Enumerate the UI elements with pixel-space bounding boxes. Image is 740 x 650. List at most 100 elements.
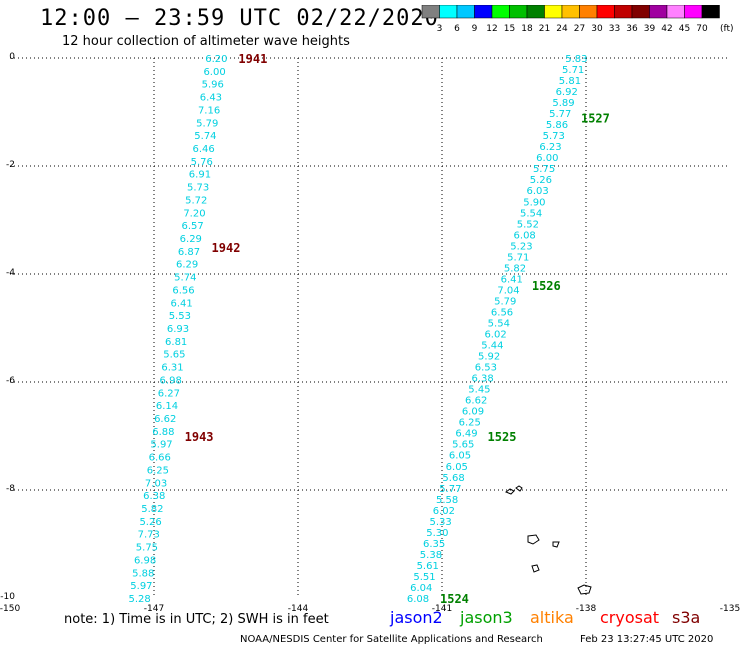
swh-label: 6.14 (156, 401, 178, 412)
swh-label: 5.96 (202, 80, 224, 91)
swh-label: 5.51 (413, 572, 435, 583)
swh-label: 5.26 (139, 517, 161, 528)
color-scale-legend: 3 6 9 12 15 18 21 24 27 30 33 36 39 42 45 70 (ft) (421, 5, 734, 34)
page-title: 12:00 – 23:59 UTC 02/22/2020 (40, 6, 439, 31)
scale-tick-label: 27 (574, 24, 585, 34)
note-text: note: 1) Time is in UTC; 2) SWH is in fe… (64, 612, 329, 627)
swh-label: 6.57 (181, 221, 203, 232)
scale-unit-label: (ft) (720, 24, 734, 34)
swh-label: 5.89 (552, 98, 574, 109)
island-outline (531, 564, 540, 573)
swh-label: 6.41 (501, 274, 523, 285)
swh-label: 5.82 (504, 263, 526, 274)
swh-label: 6.08 (514, 230, 536, 241)
time-label: 1527 (581, 111, 610, 125)
swh-label: 5.38 (420, 550, 442, 561)
x-tick-label: -147 (144, 604, 164, 614)
swh-label: 5.45 (468, 385, 490, 396)
swh-label: 5.90 (523, 197, 545, 208)
swh-label: 6.20 (205, 54, 227, 65)
time-label: 1943 (185, 430, 214, 444)
scale-tick-label: 6 (454, 24, 460, 34)
swh-label: 5.61 (417, 561, 439, 572)
island-outline (515, 485, 523, 492)
swh-label: 6.66 (149, 453, 171, 464)
swh-label: 6.88 (152, 427, 174, 438)
time-label: 1941 (238, 52, 267, 66)
swh-label: 5.33 (429, 517, 451, 528)
swh-label: 7.04 (497, 285, 519, 296)
swh-label: 5.52 (517, 219, 539, 230)
swh-label: 5.76 (191, 157, 213, 168)
swh-label: 5.44 (481, 341, 503, 352)
credit-text: NOAA/NESDIS Center for Satellite Applica… (240, 634, 543, 645)
swh-label: 6.92 (556, 87, 578, 98)
swh-label: 6.09 (462, 407, 484, 418)
swh-label: 5.81 (559, 76, 581, 87)
swh-label: 6.05 (446, 462, 468, 473)
swh-label: 7.20 (183, 208, 205, 219)
scale-tick-label: 9 (472, 24, 478, 34)
y-tick-label: -2 (6, 160, 15, 170)
swh-label: 5.65 (452, 440, 474, 451)
swh-label: 5.65 (163, 350, 185, 361)
swh-label: 5.71 (507, 252, 529, 263)
scale-tick-label: 39 (644, 24, 656, 34)
swh-label: 5.86 (546, 120, 568, 131)
swh-label: 6.98 (160, 375, 182, 386)
swh-label: 6.02 (433, 506, 455, 517)
swh-label: 6.62 (465, 396, 487, 407)
time-label: 1525 (488, 430, 517, 444)
timestamp-text: Feb 23 13:27:45 UTC 2020 (580, 634, 714, 645)
swh-label: 7.16 (198, 105, 220, 116)
swh-label: 6.62 (154, 414, 176, 425)
swh-label: 6.49 (455, 429, 477, 440)
x-tick-label: -150 (0, 604, 20, 614)
x-tick-label: -135 (720, 604, 740, 614)
swh-label: 5.74 (194, 131, 216, 142)
island-outline (577, 584, 592, 595)
page-subtitle: 12 hour collection of altimeter wave hei… (62, 34, 350, 49)
swh-label: 5.73 (187, 183, 209, 194)
time-label: 1942 (212, 241, 241, 255)
swh-label: 6.05 (449, 451, 471, 462)
scale-tick-label: 42 (661, 24, 672, 34)
swh-label: 5.88 (132, 568, 154, 579)
swh-label: 6.00 (203, 67, 225, 78)
swh-label: 5.71 (562, 65, 584, 76)
scale-tick-label: 15 (504, 24, 515, 34)
scale-tick-label: 36 (626, 24, 638, 34)
island-outline (504, 488, 515, 495)
swh-label: 6.35 (423, 539, 445, 550)
swh-label: 5.30 (426, 528, 448, 539)
swh-label: 6.31 (161, 363, 183, 374)
swh-label: 6.27 (158, 388, 180, 399)
swh-label: 6.93 (167, 324, 189, 335)
swh-label: 6.38 (143, 491, 165, 502)
swh-label: 6.04 (410, 583, 432, 594)
swh-label: 7.73 (138, 530, 160, 541)
y-tick-label: -10 (0, 592, 15, 602)
swh-label: 5.79 (196, 118, 218, 129)
swh-label: 5.58 (436, 495, 458, 506)
swh-label: 5.26 (530, 175, 552, 186)
legend-cryosat: cryosat (600, 608, 660, 627)
swh-label: 6.29 (180, 234, 202, 245)
scale-tick-label: 3 (437, 24, 443, 34)
swh-label: 6.03 (526, 186, 548, 197)
y-tick-label: -4 (6, 268, 15, 278)
x-tick-label: -141 (432, 604, 452, 614)
swh-label: 5.83 (565, 54, 587, 65)
swh-label: 6.56 (491, 307, 513, 318)
swh-label: 6.56 (172, 285, 194, 296)
swh-label: 5.72 (185, 195, 207, 206)
swh-label: 5.92 (478, 352, 500, 363)
swh-label: 6.25 (147, 465, 169, 476)
island-outline (527, 534, 540, 545)
swh-label: 6.81 (165, 337, 187, 348)
swh-label: 5.28 (128, 594, 150, 605)
scale-tick-label: 45 (679, 24, 690, 34)
swh-label: 5.23 (510, 241, 532, 252)
scale-tick-label: 24 (556, 24, 568, 34)
